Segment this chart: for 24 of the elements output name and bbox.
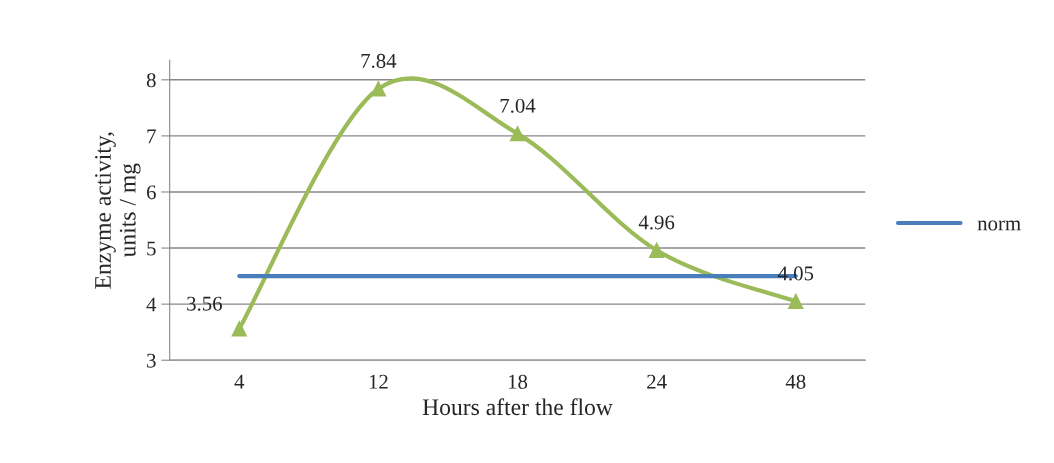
point <box>649 242 665 258</box>
data-label: 7.04 <box>500 98 536 113</box>
data-label: 4.05 <box>777 266 814 281</box>
data-label: 3.56 <box>187 296 222 311</box>
y-tick-label: 6 <box>146 185 156 200</box>
y-axis-title: Enzyme activity, units / mg <box>95 132 141 289</box>
y-tick-label: 5 <box>147 241 156 256</box>
point <box>370 81 387 97</box>
point <box>788 293 804 309</box>
data-label: 4.96 <box>638 215 675 230</box>
y-tick-label: 4 <box>146 297 157 312</box>
x-tick-label: 24 <box>647 374 667 389</box>
x-tick-label: 48 <box>785 374 806 389</box>
y-tick-label: 3 <box>147 353 156 368</box>
x-axis-title: Hours after the flow <box>422 398 613 416</box>
x-tick-label: 12 <box>369 374 388 389</box>
y-tick-label: 7 <box>147 129 156 144</box>
x-tick-label: 4 <box>234 374 245 389</box>
y-tick-label: 8 <box>146 73 156 88</box>
x-tick-label: 18 <box>508 374 528 389</box>
point <box>509 126 526 142</box>
legend-label: norm <box>977 220 1021 231</box>
point <box>231 321 247 337</box>
data-label: 7.84 <box>361 53 397 68</box>
